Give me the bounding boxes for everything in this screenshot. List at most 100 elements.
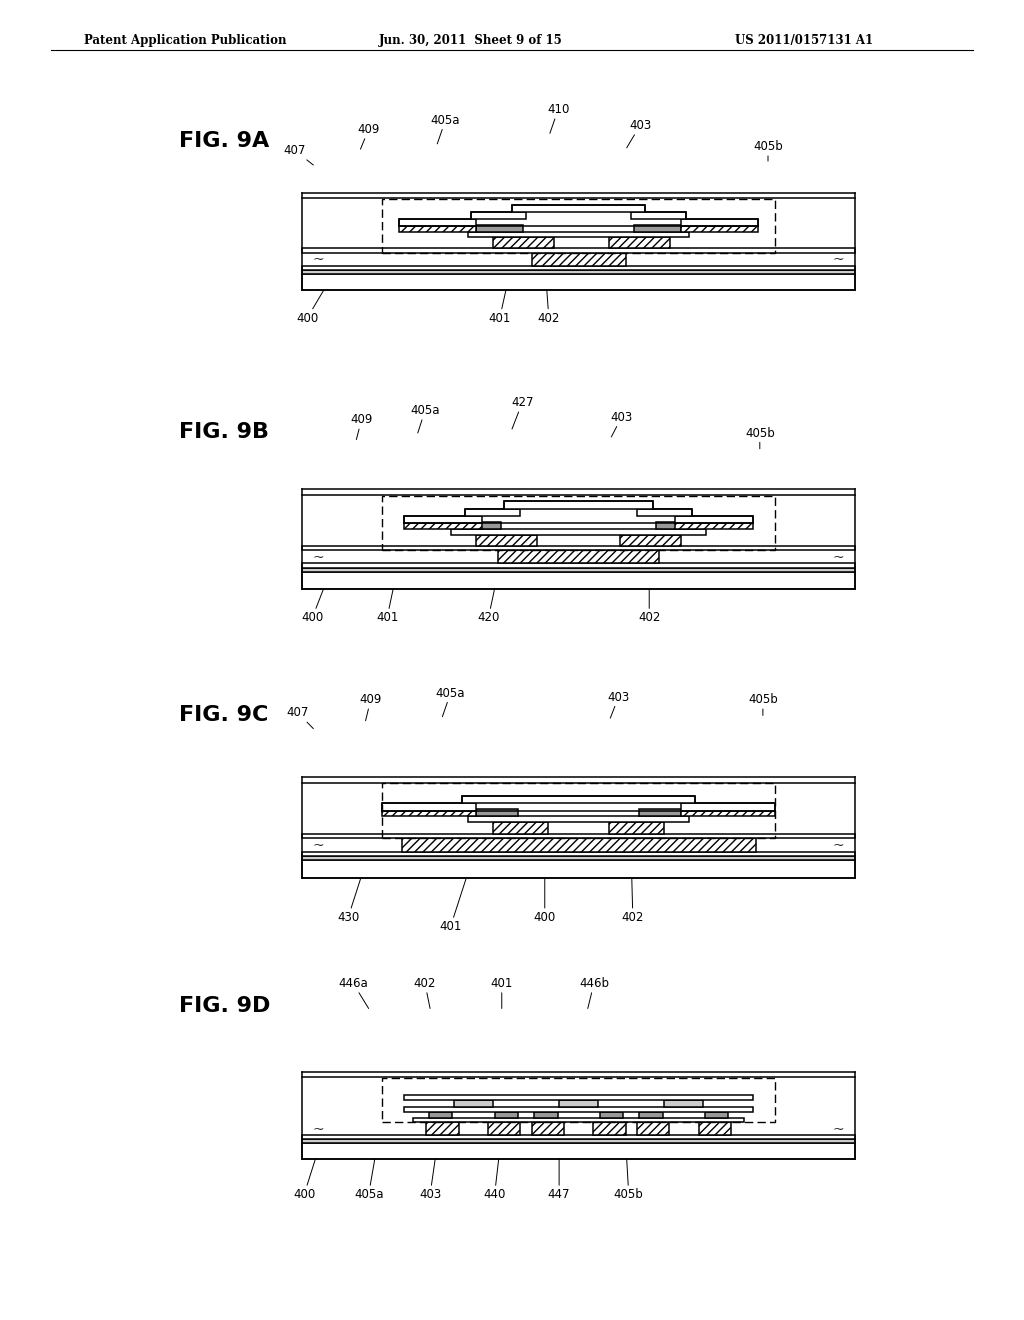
Bar bbox=[705, 1111, 728, 1118]
Bar bbox=[426, 1122, 459, 1135]
Text: 400: 400 bbox=[293, 1159, 315, 1201]
Text: Jun. 30, 2011  Sheet 9 of 15: Jun. 30, 2011 Sheet 9 of 15 bbox=[379, 34, 562, 48]
Bar bbox=[452, 529, 706, 535]
Bar bbox=[495, 1111, 518, 1118]
Bar bbox=[609, 822, 665, 834]
Bar bbox=[404, 1107, 753, 1111]
Text: US 2011/0157131 A1: US 2011/0157131 A1 bbox=[735, 34, 873, 48]
Bar bbox=[639, 809, 681, 817]
Bar bbox=[302, 851, 855, 857]
Text: 400: 400 bbox=[301, 589, 324, 624]
Bar bbox=[681, 226, 758, 232]
Bar bbox=[676, 516, 753, 523]
Bar bbox=[302, 572, 855, 589]
Text: 405a: 405a bbox=[411, 404, 439, 433]
Bar bbox=[676, 523, 753, 529]
Bar bbox=[382, 199, 775, 252]
Text: ~: ~ bbox=[313, 1122, 325, 1137]
Bar bbox=[302, 273, 855, 290]
Text: ~: ~ bbox=[313, 253, 325, 267]
Bar bbox=[631, 211, 686, 219]
Bar bbox=[476, 535, 537, 545]
Bar bbox=[665, 1101, 702, 1107]
Text: ~: ~ bbox=[833, 840, 844, 853]
Bar bbox=[531, 252, 626, 265]
Text: FIG. 9D: FIG. 9D bbox=[179, 995, 270, 1016]
Text: 420: 420 bbox=[477, 589, 500, 624]
Bar bbox=[476, 809, 518, 817]
Bar bbox=[455, 1101, 493, 1107]
Text: 402: 402 bbox=[622, 879, 644, 924]
Text: Patent Application Publication: Patent Application Publication bbox=[84, 34, 287, 48]
Bar bbox=[302, 265, 855, 269]
Bar bbox=[639, 1111, 663, 1118]
Text: 401: 401 bbox=[488, 290, 511, 325]
Text: 405b: 405b bbox=[744, 426, 775, 449]
Bar bbox=[302, 568, 855, 572]
Text: 440: 440 bbox=[483, 1159, 506, 1201]
Text: ~: ~ bbox=[833, 1122, 844, 1137]
Text: 446a: 446a bbox=[338, 977, 369, 1008]
Bar bbox=[559, 1101, 598, 1107]
Bar bbox=[620, 535, 681, 545]
Bar bbox=[468, 817, 689, 822]
Text: 427: 427 bbox=[511, 396, 534, 429]
Bar bbox=[535, 1111, 557, 1118]
Text: 405a: 405a bbox=[354, 1159, 383, 1201]
Text: 446b: 446b bbox=[579, 977, 609, 1008]
Bar bbox=[504, 502, 653, 508]
Bar bbox=[302, 248, 855, 252]
Bar bbox=[493, 822, 548, 834]
Bar bbox=[382, 810, 476, 817]
Bar bbox=[681, 810, 775, 817]
Bar bbox=[698, 1122, 731, 1135]
Text: 401: 401 bbox=[490, 977, 513, 1008]
Text: 409: 409 bbox=[359, 693, 382, 721]
Text: FIG. 9C: FIG. 9C bbox=[179, 705, 268, 726]
Text: 407: 407 bbox=[284, 144, 313, 165]
Text: ~: ~ bbox=[833, 550, 844, 565]
Bar bbox=[499, 550, 658, 564]
Text: 405a: 405a bbox=[436, 686, 465, 717]
Text: 400: 400 bbox=[296, 290, 324, 325]
Bar bbox=[637, 1122, 669, 1135]
Text: 403: 403 bbox=[607, 690, 630, 718]
Text: 405b: 405b bbox=[613, 1159, 644, 1201]
Bar bbox=[609, 238, 670, 248]
Bar bbox=[382, 783, 775, 838]
Text: 402: 402 bbox=[538, 290, 560, 325]
Text: 409: 409 bbox=[350, 413, 373, 440]
Bar bbox=[382, 496, 775, 550]
Text: 409: 409 bbox=[357, 123, 380, 149]
Text: FIG. 9B: FIG. 9B bbox=[179, 421, 269, 442]
Text: 402: 402 bbox=[638, 589, 660, 624]
Text: 405a: 405a bbox=[431, 114, 460, 144]
Bar bbox=[512, 205, 645, 211]
Text: 405b: 405b bbox=[753, 140, 783, 161]
Bar bbox=[302, 857, 855, 861]
Bar bbox=[476, 224, 523, 232]
Bar bbox=[404, 1094, 753, 1101]
Bar bbox=[302, 834, 855, 838]
Bar bbox=[302, 269, 855, 273]
Bar bbox=[634, 224, 681, 232]
Text: ~: ~ bbox=[313, 550, 325, 565]
Bar bbox=[600, 1111, 623, 1118]
Bar bbox=[302, 1143, 855, 1159]
Bar bbox=[637, 508, 692, 516]
Bar bbox=[302, 1139, 855, 1143]
Bar bbox=[404, 516, 481, 523]
Text: 402: 402 bbox=[414, 977, 436, 1008]
Bar bbox=[488, 1122, 520, 1135]
Bar bbox=[594, 1122, 626, 1135]
Text: 405b: 405b bbox=[748, 693, 778, 715]
Text: 410: 410 bbox=[547, 103, 569, 133]
Text: ~: ~ bbox=[313, 840, 325, 853]
Bar bbox=[382, 1078, 775, 1122]
Text: 407: 407 bbox=[287, 706, 313, 729]
Text: 447: 447 bbox=[548, 1159, 570, 1201]
Bar bbox=[302, 564, 855, 568]
Bar bbox=[302, 861, 855, 878]
Bar bbox=[531, 1122, 563, 1135]
Bar bbox=[404, 523, 481, 529]
